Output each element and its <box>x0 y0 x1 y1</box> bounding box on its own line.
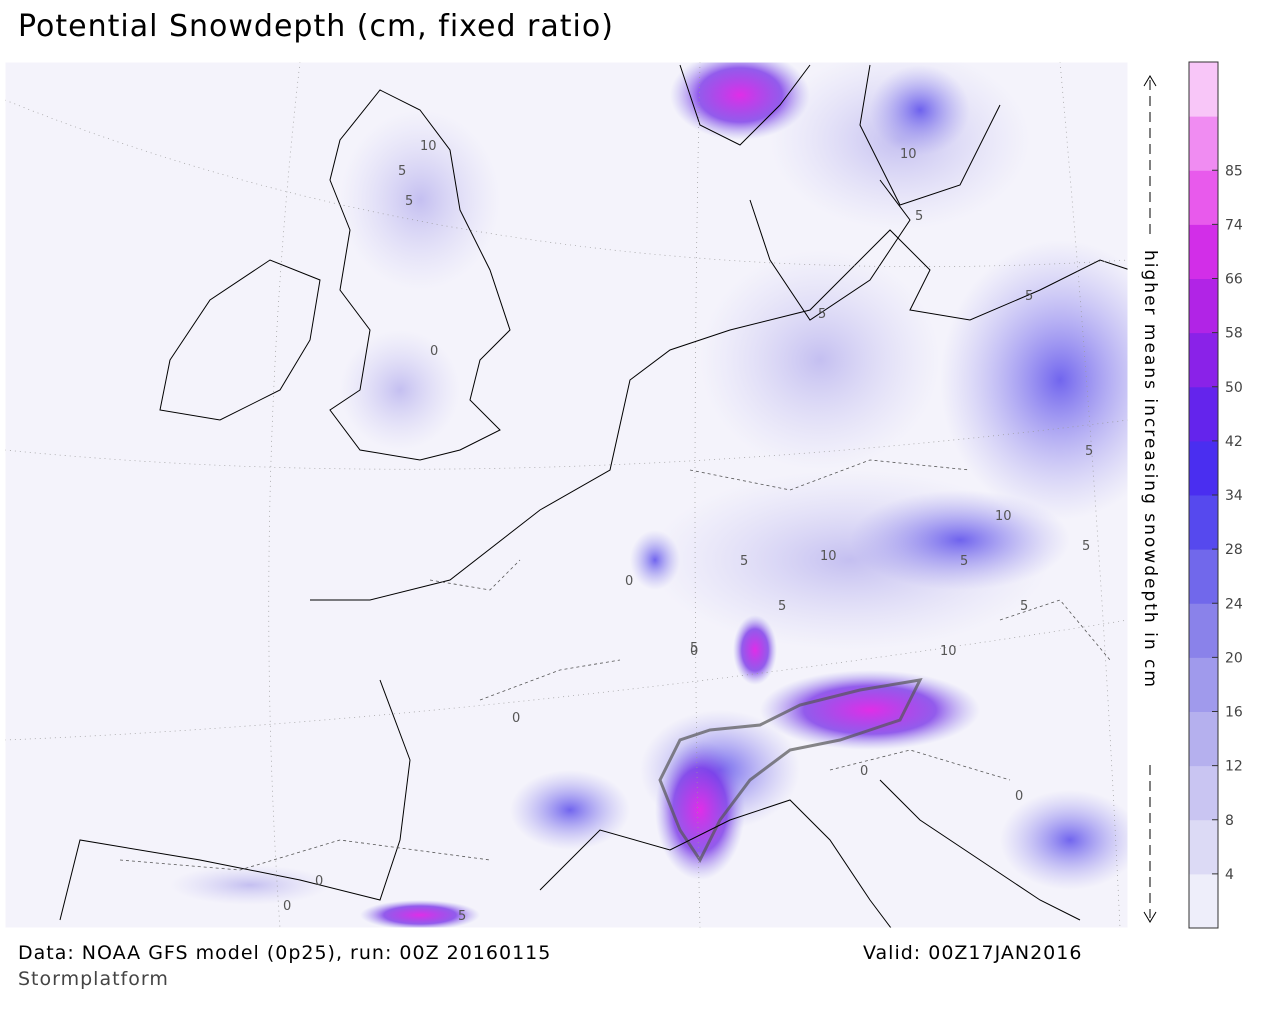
colorbar-tick-label: 20 <box>1225 650 1243 666</box>
colorbar-band <box>1189 495 1218 550</box>
side-label: higher means increasing snowdepth in cm <box>1140 75 1160 923</box>
colorbar-tick-label: 12 <box>1225 759 1243 775</box>
contour-label: 5 <box>740 554 748 569</box>
side-label-text: higher means increasing snowdepth in cm <box>1140 250 1160 689</box>
contour-label: 5 <box>1025 289 1033 304</box>
colorbar-tick-label: 24 <box>1225 596 1243 612</box>
colorbar-tick-label: 42 <box>1225 434 1243 450</box>
contour-label: 10 <box>820 549 837 564</box>
colorbar-tick-label: 66 <box>1225 272 1243 288</box>
colorbar-band <box>1189 549 1218 604</box>
contour-label: 0 <box>690 644 698 659</box>
colorbar-band <box>1189 711 1218 767</box>
colorbar: 4 8 12 16 20 24 28 34 42 50 58 66 74 85 <box>1188 61 1243 929</box>
colorbar-tick-label: 28 <box>1225 542 1243 558</box>
contour-label: 0 <box>315 874 323 889</box>
colorbar-tick-label: 74 <box>1225 217 1243 233</box>
colorbar-band <box>1189 224 1218 279</box>
colorbar-tick-label: 58 <box>1225 326 1243 342</box>
colorbar-band <box>1189 170 1218 225</box>
contour-label: 5 <box>1020 599 1028 614</box>
colorbar-band <box>1189 386 1218 442</box>
colorbar-band <box>1189 332 1218 388</box>
contour-label: 5 <box>1082 539 1090 554</box>
contour-label: 0 <box>860 764 868 779</box>
contour-label: 10 <box>900 147 917 162</box>
contour-label: 0 <box>1015 789 1023 804</box>
colorbar-band <box>1189 440 1218 496</box>
colorbar-band <box>1189 116 1218 171</box>
colorbar-tick-label: 4 <box>1225 867 1234 883</box>
contour-label: 0 <box>430 344 438 359</box>
map <box>5 62 1128 928</box>
colorbar-band <box>1189 873 1218 929</box>
contour-label: 5 <box>915 209 923 224</box>
colorbar-tick-label: 16 <box>1225 705 1243 721</box>
contour-label: 5 <box>960 554 968 569</box>
footer-valid: Valid: 00Z17JAN2016 <box>863 942 1082 964</box>
map-frame <box>4 61 1129 929</box>
contour-label: 0 <box>512 711 520 726</box>
contour-label: 5 <box>690 641 698 656</box>
colorbar-tick-label: 8 <box>1225 813 1234 829</box>
footer-brand: Stormplatform <box>18 968 169 990</box>
contour-label: 10 <box>420 139 437 154</box>
contour-label: 5 <box>1085 444 1093 459</box>
contour-label: 10 <box>940 644 957 659</box>
contour-label: 0 <box>625 574 633 589</box>
colorbar-band <box>1189 657 1218 712</box>
contour-label: 10 <box>995 509 1012 524</box>
title: Potential Snowdepth (cm, fixed ratio) <box>18 9 614 44</box>
colorbar-tick-label: 50 <box>1225 380 1243 396</box>
colorbar-band <box>1189 603 1218 658</box>
contour-label: 5 <box>818 307 826 322</box>
colorbar-tick-label: 34 <box>1225 488 1243 504</box>
colorbar-band <box>1189 62 1218 117</box>
contour-label: 5 <box>405 194 413 209</box>
colorbar-band <box>1189 819 1218 875</box>
contour-label: 5 <box>458 909 466 924</box>
contour-label: 0 <box>283 899 291 914</box>
colorbar-band <box>1189 278 1218 334</box>
contour-label: 5 <box>778 599 786 614</box>
colorbar-tick-label: 85 <box>1225 163 1243 179</box>
footer-data: Data: NOAA GFS model (0p25), run: 00Z 20… <box>18 942 551 964</box>
contour-label: 5 <box>398 164 406 179</box>
colorbar-band <box>1189 765 1218 821</box>
